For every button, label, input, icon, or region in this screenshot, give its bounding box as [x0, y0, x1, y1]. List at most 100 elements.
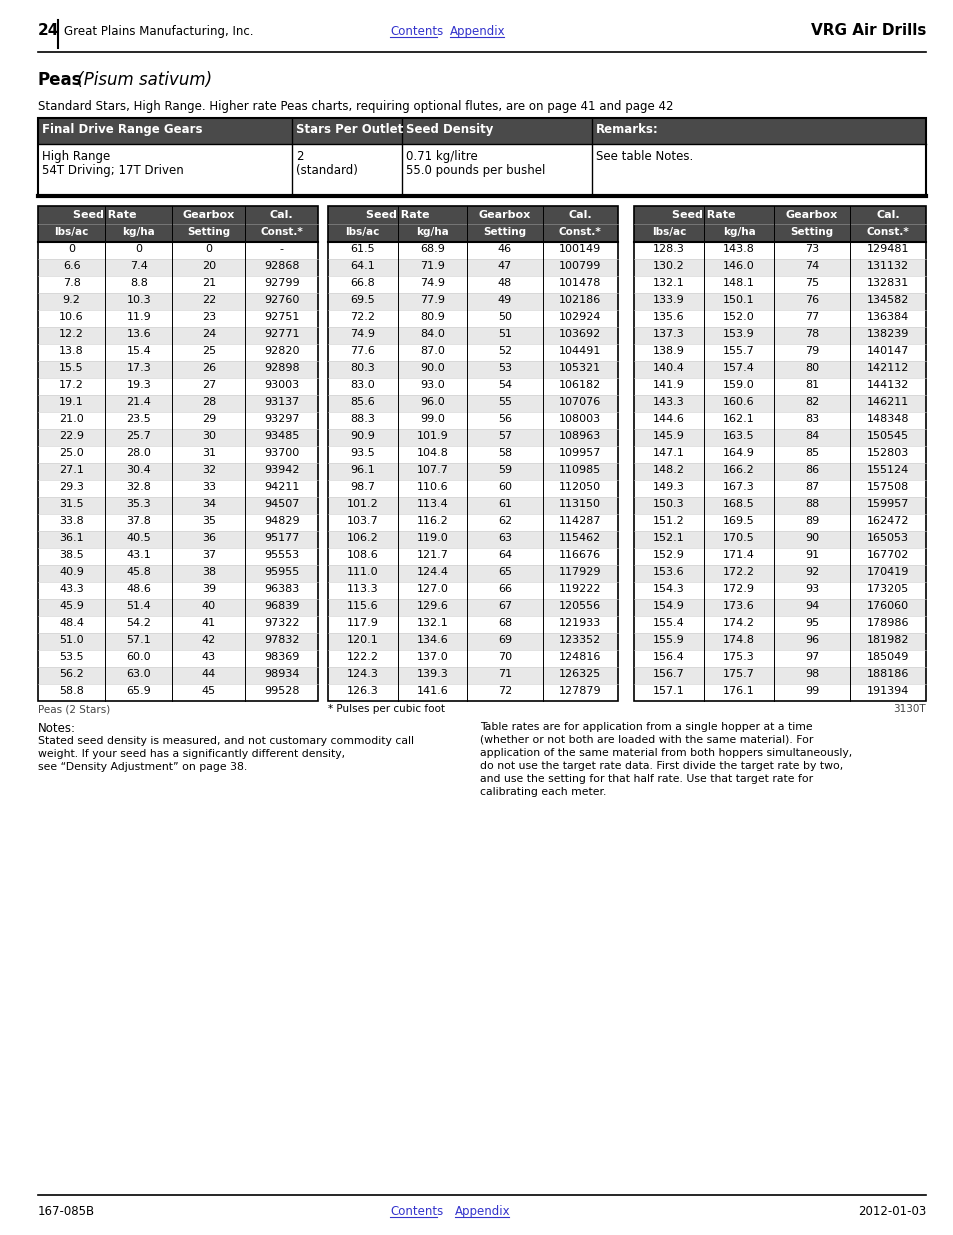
Text: * Pulses per cubic foot: * Pulses per cubic foot — [328, 704, 444, 714]
Text: 62: 62 — [497, 516, 512, 526]
Bar — [38, 119, 925, 144]
Text: 71: 71 — [497, 669, 512, 679]
Text: 112050: 112050 — [558, 482, 600, 492]
Text: 44: 44 — [201, 669, 215, 679]
Bar — [328, 293, 618, 310]
Text: 10.6: 10.6 — [59, 312, 84, 322]
Text: 72.2: 72.2 — [350, 312, 375, 322]
Text: 170.5: 170.5 — [722, 534, 754, 543]
Text: 155.7: 155.7 — [722, 346, 754, 356]
Text: 45.8: 45.8 — [126, 567, 152, 577]
Text: 65: 65 — [497, 567, 512, 577]
Text: 48.4: 48.4 — [59, 618, 84, 629]
Text: 115462: 115462 — [558, 534, 600, 543]
Text: 167.3: 167.3 — [722, 482, 754, 492]
Bar — [38, 327, 317, 345]
Text: 20: 20 — [201, 261, 215, 270]
Bar — [38, 361, 317, 378]
Text: 52: 52 — [497, 346, 512, 356]
Bar — [328, 361, 618, 378]
Text: 77.9: 77.9 — [419, 295, 444, 305]
Text: 25.7: 25.7 — [126, 431, 152, 441]
Text: 159957: 159957 — [866, 499, 908, 509]
Text: 140.4: 140.4 — [653, 363, 684, 373]
Text: 94829: 94829 — [264, 516, 299, 526]
Text: 172.9: 172.9 — [722, 584, 755, 594]
Text: 146.0: 146.0 — [722, 261, 754, 270]
Text: 185049: 185049 — [866, 652, 908, 662]
Bar — [38, 531, 317, 548]
Text: 148.1: 148.1 — [722, 278, 754, 288]
Text: 136384: 136384 — [866, 312, 908, 322]
Text: 45: 45 — [201, 685, 215, 697]
Text: 80.9: 80.9 — [419, 312, 444, 322]
Text: 153.6: 153.6 — [653, 567, 684, 577]
Text: 13.8: 13.8 — [59, 346, 84, 356]
Text: 92: 92 — [804, 567, 819, 577]
Text: 85.6: 85.6 — [350, 396, 375, 408]
Text: 104.8: 104.8 — [416, 448, 448, 458]
Text: 67: 67 — [497, 601, 512, 611]
Text: 148348: 148348 — [866, 414, 908, 424]
Text: 134582: 134582 — [866, 295, 908, 305]
Text: 170419: 170419 — [866, 567, 908, 577]
Text: Gearbox: Gearbox — [785, 210, 838, 220]
Text: 119.0: 119.0 — [416, 534, 448, 543]
Text: 12.2: 12.2 — [59, 329, 84, 338]
Text: 116676: 116676 — [558, 550, 600, 559]
Text: 43.1: 43.1 — [127, 550, 151, 559]
Text: 51.4: 51.4 — [127, 601, 151, 611]
Text: 31.5: 31.5 — [59, 499, 84, 509]
Text: 17.3: 17.3 — [127, 363, 151, 373]
Text: 9.2: 9.2 — [63, 295, 80, 305]
Text: 30: 30 — [202, 431, 215, 441]
Text: 165053: 165053 — [866, 534, 908, 543]
Text: 17.2: 17.2 — [59, 380, 84, 390]
Text: 173.6: 173.6 — [722, 601, 754, 611]
Text: 132.1: 132.1 — [653, 278, 684, 288]
Text: 135.6: 135.6 — [653, 312, 684, 322]
Text: 172.2: 172.2 — [722, 567, 755, 577]
Text: 35: 35 — [202, 516, 215, 526]
Text: 181982: 181982 — [866, 635, 908, 645]
Text: 126.3: 126.3 — [347, 685, 378, 697]
Text: 38.5: 38.5 — [59, 550, 84, 559]
Text: 167702: 167702 — [866, 550, 908, 559]
Text: 36.1: 36.1 — [59, 534, 84, 543]
Text: Cal.: Cal. — [875, 210, 899, 220]
Text: 94: 94 — [804, 601, 819, 611]
Text: 21.4: 21.4 — [126, 396, 152, 408]
Text: 37.8: 37.8 — [126, 516, 152, 526]
Text: 110985: 110985 — [558, 466, 600, 475]
Text: 7.8: 7.8 — [63, 278, 80, 288]
Text: 76: 76 — [804, 295, 819, 305]
Text: (standard): (standard) — [295, 164, 357, 177]
Text: 175.7: 175.7 — [722, 669, 754, 679]
Text: 154.9: 154.9 — [653, 601, 684, 611]
Text: 108.6: 108.6 — [347, 550, 378, 559]
Text: 29: 29 — [201, 414, 215, 424]
Text: 128.3: 128.3 — [653, 245, 684, 254]
Text: 93137: 93137 — [264, 396, 299, 408]
Text: Contents: Contents — [390, 1205, 443, 1218]
Text: 176.1: 176.1 — [722, 685, 754, 697]
Text: 162.1: 162.1 — [722, 414, 754, 424]
Text: -: - — [279, 245, 283, 254]
Bar — [634, 463, 925, 480]
Text: 69: 69 — [497, 635, 512, 645]
Text: Contents: Contents — [390, 25, 443, 38]
Text: 8.8: 8.8 — [130, 278, 148, 288]
Text: 83.0: 83.0 — [350, 380, 375, 390]
Text: 117.9: 117.9 — [347, 618, 378, 629]
Text: 121.7: 121.7 — [416, 550, 448, 559]
Text: 142112: 142112 — [866, 363, 908, 373]
Bar — [38, 259, 317, 275]
Text: 77: 77 — [804, 312, 819, 322]
Text: 146211: 146211 — [866, 396, 908, 408]
Text: 85: 85 — [804, 448, 819, 458]
Text: 88: 88 — [804, 499, 819, 509]
Text: 71.9: 71.9 — [419, 261, 444, 270]
Text: 150.1: 150.1 — [722, 295, 754, 305]
Text: 58.8: 58.8 — [59, 685, 84, 697]
Text: 113.3: 113.3 — [347, 584, 378, 594]
